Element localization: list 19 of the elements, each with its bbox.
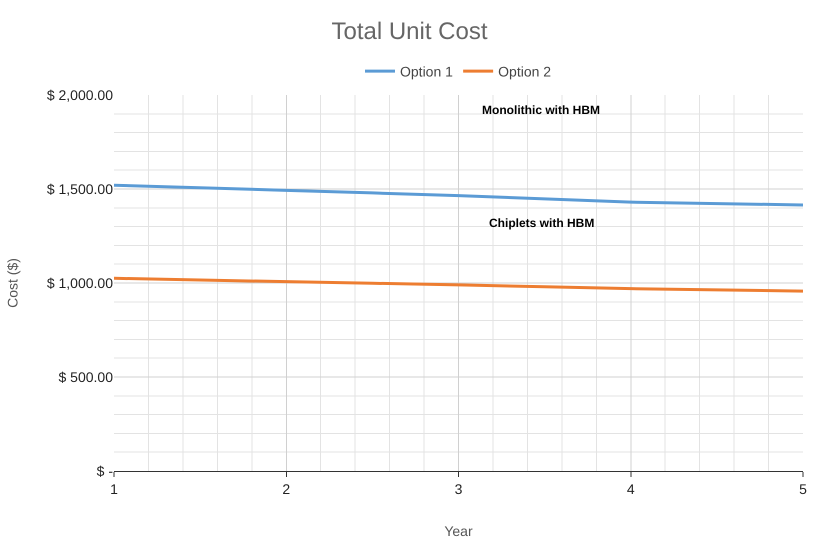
y-axis-title: Cost ($) (4, 258, 20, 308)
x-tick-label: 1 (110, 480, 118, 497)
x-tick-label: 5 (799, 480, 808, 497)
annotation: Monolithic with HBM (482, 103, 600, 117)
y-tick-label: $ 2,000.00 (46, 86, 114, 103)
y-tick-label: $ - (96, 462, 114, 479)
y-tick-label: $ 1,000.00 (46, 274, 114, 291)
x-tick-label: 3 (454, 480, 463, 497)
chart-title: Total Unit Cost (331, 18, 488, 45)
x-tick-label: 4 (626, 480, 635, 497)
x-tick-label: 2 (282, 480, 290, 497)
legend-label: Option 1 (400, 64, 454, 80)
line-series (114, 184, 803, 206)
line-series (114, 276, 803, 293)
legend-label: Option 2 (498, 64, 552, 80)
y-tick-label: $ 500.00 (58, 368, 114, 385)
x-axis-title: Year (444, 523, 473, 540)
annotation: Chiplets with HBM (489, 216, 594, 230)
y-tick-label: $ 1,500.00 (46, 180, 114, 197)
